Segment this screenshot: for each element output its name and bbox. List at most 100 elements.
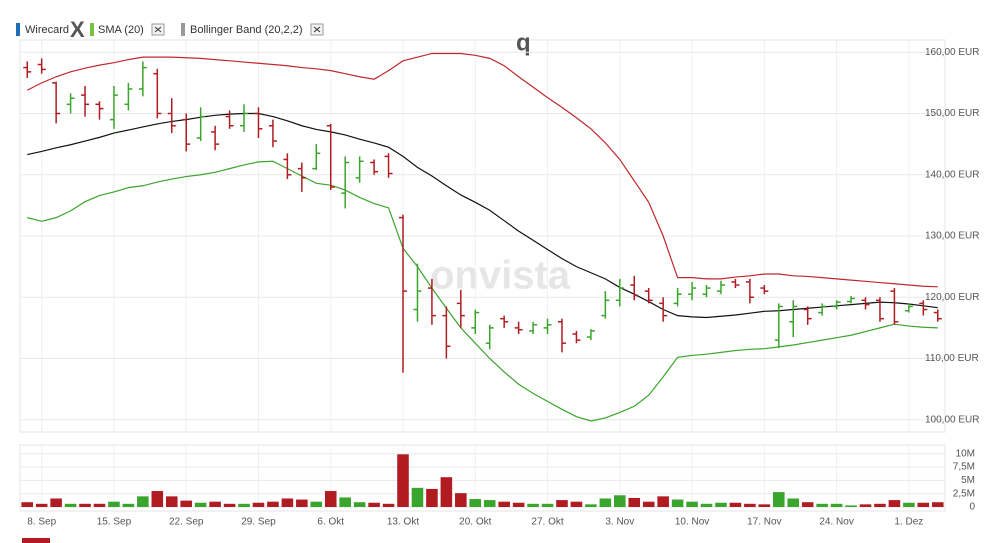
annotation: q <box>516 29 531 56</box>
volume-bar <box>599 498 612 507</box>
volume-bar <box>888 500 901 507</box>
volume-bar <box>931 502 944 507</box>
y-tick-label: 130,00 EUR <box>925 231 979 242</box>
volume-bar <box>353 502 366 507</box>
volume-bar <box>845 505 857 507</box>
v-tick-label: 10M <box>956 448 975 459</box>
volume-bar <box>180 500 192 507</box>
legend-swatch <box>90 23 94 36</box>
volume-bar <box>469 499 482 507</box>
legend-swatch <box>16 23 20 36</box>
v-tick-label: 0 <box>969 502 975 513</box>
volume-bar <box>238 503 250 507</box>
volume-bar <box>223 503 236 507</box>
x-tick-label: 1. Dez <box>894 517 923 528</box>
volume-bar <box>21 502 34 507</box>
volume-bar <box>440 477 453 507</box>
x-tick-label: 24. Nov <box>819 517 853 528</box>
volume-bar <box>296 499 308 507</box>
volume-bar <box>108 501 120 507</box>
volume-bar <box>267 501 279 507</box>
volume-bar <box>671 499 684 507</box>
x-tick-label: 22. Sep <box>169 517 204 528</box>
volume-bar <box>455 493 467 507</box>
watermark: onvista <box>430 254 571 298</box>
y-tick-label: 100,00 EUR <box>925 414 979 425</box>
y-tick-label: 150,00 EUR <box>925 108 979 119</box>
volume-bar <box>79 503 91 507</box>
legend-swatch <box>181 23 185 36</box>
indicator-line <box>27 112 938 319</box>
x-tick-label: 15. Sep <box>97 517 132 528</box>
x-tick-label: 3. Nov <box>605 517 634 528</box>
volume-bar <box>483 500 496 507</box>
volume-bar <box>585 504 597 507</box>
volume-bar <box>773 492 785 507</box>
indicator-line <box>26 52 938 288</box>
volume-bar <box>324 491 337 507</box>
volume-bar <box>758 504 771 507</box>
volume-bar <box>700 503 713 507</box>
legend-label: Wirecard <box>25 24 69 36</box>
volume-bar <box>281 498 294 507</box>
volume-bar <box>541 503 554 507</box>
v-tick-label: 5M <box>961 475 975 486</box>
volume-bar <box>628 497 641 507</box>
y-tick-label: 140,00 EUR <box>925 169 979 180</box>
volume-bar <box>729 502 742 507</box>
volume-bar <box>614 495 626 507</box>
volume-bar <box>209 501 221 507</box>
volume-bar <box>165 496 178 507</box>
x-tick-label: 10. Nov <box>675 517 709 528</box>
scroll-handle[interactable] <box>22 538 50 543</box>
y-tick-label: 110,00 EUR <box>925 353 979 364</box>
volume-bar <box>426 488 438 507</box>
volume-bar <box>252 502 265 507</box>
volume-bar <box>64 503 77 507</box>
volume-bar <box>556 500 568 507</box>
volume-bar <box>787 498 800 507</box>
x-tick-label: 8. Sep <box>27 517 56 528</box>
volume-bar <box>874 503 886 507</box>
x-tick-label: 20. Okt <box>459 517 491 528</box>
x-tick-label: 17. Nov <box>747 517 781 528</box>
volume-bar <box>397 454 409 507</box>
legend-label: Bollinger Band (20,2,2) <box>190 24 303 36</box>
volume-bar <box>686 501 698 507</box>
volume-bar <box>744 503 756 507</box>
volume-bar <box>122 503 135 507</box>
close-button[interactable] <box>151 23 165 36</box>
volume-bar <box>93 503 106 507</box>
x-tick-label: 6. Okt <box>317 517 344 528</box>
y-tick-label: 160,00 EUR <box>925 47 979 58</box>
volume-bar <box>830 503 843 507</box>
x-tick-label: 27. Okt <box>531 517 563 528</box>
volume-bar <box>657 496 669 507</box>
volume-bar <box>382 503 395 507</box>
indicator-line <box>27 160 938 422</box>
legend-label: SMA (20) <box>98 24 144 36</box>
volume-bar <box>715 502 727 507</box>
volume-bar <box>917 502 930 507</box>
y-tick-label: 120,00 EUR <box>925 292 979 303</box>
volume-bar <box>527 503 539 507</box>
volume-bar <box>35 503 48 507</box>
close-button[interactable] <box>310 23 324 36</box>
volume-bar <box>801 502 814 507</box>
volume-bar <box>339 497 351 507</box>
annotation: X <box>70 17 85 42</box>
x-tick-label: 29. Sep <box>241 517 276 528</box>
v-tick-label: 7,5M <box>953 462 975 473</box>
volume-bar <box>816 503 828 507</box>
volume-bar <box>50 498 62 507</box>
volume-bar <box>310 501 323 507</box>
volume-bar <box>512 502 525 507</box>
volume-bar <box>498 501 510 507</box>
volume-bar <box>903 502 915 507</box>
volume-bar <box>368 502 380 507</box>
volume-bar <box>194 502 207 507</box>
volume-bar <box>642 501 655 507</box>
volume-bar <box>137 496 149 507</box>
x-tick-label: 13. Okt <box>387 517 419 528</box>
